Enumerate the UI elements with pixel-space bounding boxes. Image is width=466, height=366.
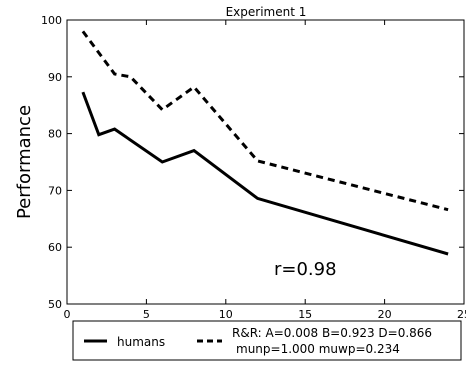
- y-tick-label-3: 80: [48, 128, 62, 141]
- series-line-model: [81, 30, 449, 212]
- series-line-humans: [81, 91, 449, 256]
- x-tick-label-0: 0: [64, 308, 71, 321]
- chart-title: Experiment 1: [226, 5, 307, 19]
- x-tick-label-5: 25: [457, 308, 466, 321]
- y-tick-label-5: 100: [41, 14, 62, 27]
- x-tick-label-2: 10: [219, 308, 233, 321]
- y-tick-label-0: 50: [48, 298, 62, 311]
- legend-label-humans: humans: [117, 335, 165, 349]
- legend-label-model-line1: R&R: A=0.008 B=0.923 D=0.866: [232, 326, 432, 340]
- correlation-annotation: r=0.98: [274, 259, 337, 280]
- y-tick-label-1: 60: [48, 241, 62, 254]
- x-tick-label-3: 15: [298, 308, 312, 321]
- y-tick-label-2: 70: [48, 184, 62, 197]
- legend-label-model-line2: munp=1.000 muwp=0.234: [236, 342, 400, 356]
- y-tick-label-4: 90: [48, 71, 62, 84]
- legend: humans R&R: A=0.008 B=0.923 D=0.866 munp…: [72, 320, 462, 361]
- plot-frame: [66, 19, 465, 305]
- y-axis-label: Performance: [14, 105, 35, 219]
- legend-frame: [72, 320, 462, 361]
- x-tick-label-4: 20: [378, 308, 392, 321]
- x-tick-label-1: 5: [143, 308, 150, 321]
